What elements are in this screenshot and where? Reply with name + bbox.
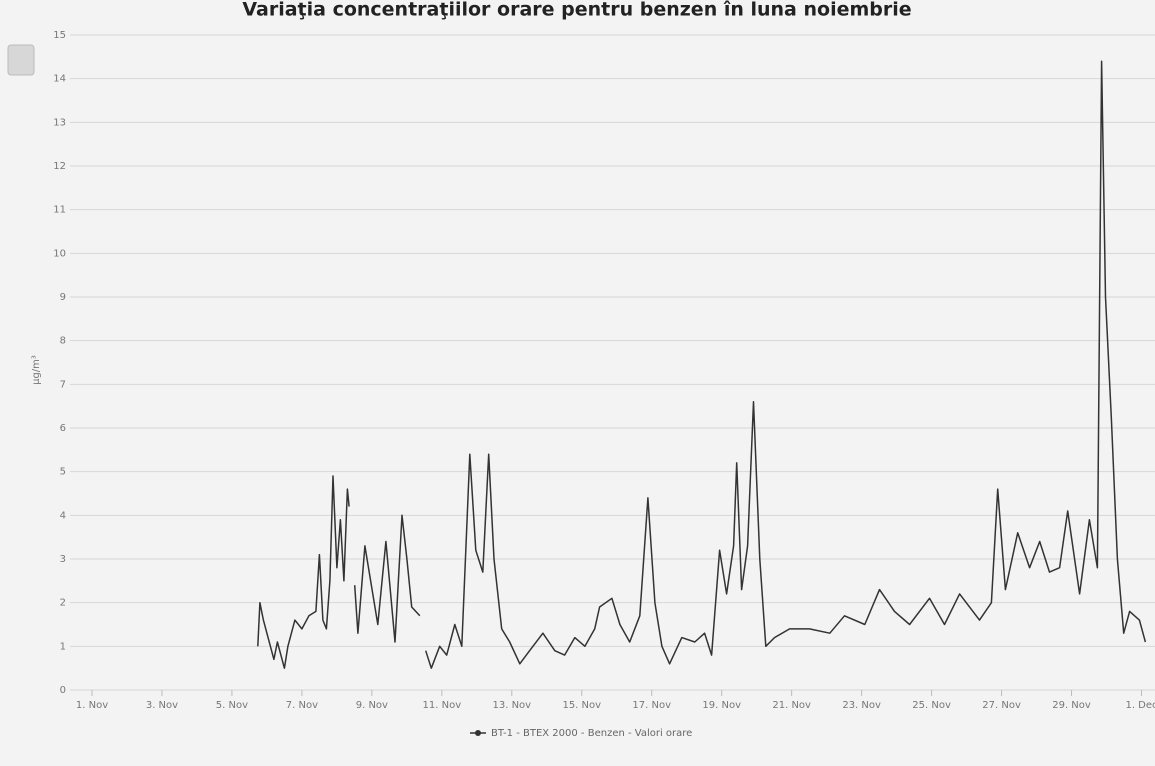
x-tick-label: 5. Nov: [216, 700, 248, 711]
y-axis-label: µg/m³: [31, 355, 42, 385]
x-tick-label: 11. Nov: [423, 700, 462, 711]
x-tick-label: 3. Nov: [146, 700, 178, 711]
legend: BT-1 - BTEX 2000 - Benzen - Valori orare: [470, 728, 692, 739]
y-tick-label: 12: [53, 161, 66, 172]
x-tick-label: 1. Nov: [76, 700, 108, 711]
y-tick-label: 14: [53, 74, 66, 85]
x-tick-label: 7. Nov: [286, 700, 318, 711]
y-tick-label: 0: [60, 685, 66, 696]
legend-marker: [475, 730, 481, 736]
x-tick-label: 1. Dec: [1125, 700, 1155, 711]
y-tick-label: 6: [60, 423, 66, 434]
x-tick-label: 27. Nov: [982, 700, 1021, 711]
y-tick-label: 8: [60, 336, 66, 347]
y-tick-label: 3: [60, 554, 66, 565]
x-tick-label: 23. Nov: [842, 700, 881, 711]
y-tick-label: 15: [53, 30, 66, 41]
x-tick-label: 29. Nov: [1052, 700, 1091, 711]
x-tick-label: 13. Nov: [492, 700, 531, 711]
x-tick-label: 9. Nov: [356, 700, 388, 711]
y-tick-label: 11: [53, 205, 66, 216]
y-tick-label: 13: [53, 117, 66, 128]
x-tick-label: 15. Nov: [562, 700, 601, 711]
y-tick-label: 2: [60, 598, 66, 609]
menu-button[interactable]: [7, 44, 35, 76]
x-tick-label: 25. Nov: [912, 700, 951, 711]
y-tick-label: 5: [60, 467, 66, 478]
y-tick-label: 7: [60, 379, 66, 390]
y-tick-label: 1: [60, 641, 66, 652]
series-line: [257, 60, 1147, 669]
x-tick-label: 21. Nov: [772, 700, 811, 711]
y-tick-label: 9: [60, 292, 66, 303]
chart-title: Variaţia concentraţiilor orare pentru be…: [242, 0, 911, 21]
legend-label[interactable]: BT-1 - BTEX 2000 - Benzen - Valori orare: [491, 728, 692, 739]
x-tick-label: 17. Nov: [632, 700, 671, 711]
y-tick-label: 10: [53, 248, 66, 259]
x-tick-label: 19. Nov: [702, 700, 741, 711]
y-tick-label: 4: [60, 510, 66, 521]
